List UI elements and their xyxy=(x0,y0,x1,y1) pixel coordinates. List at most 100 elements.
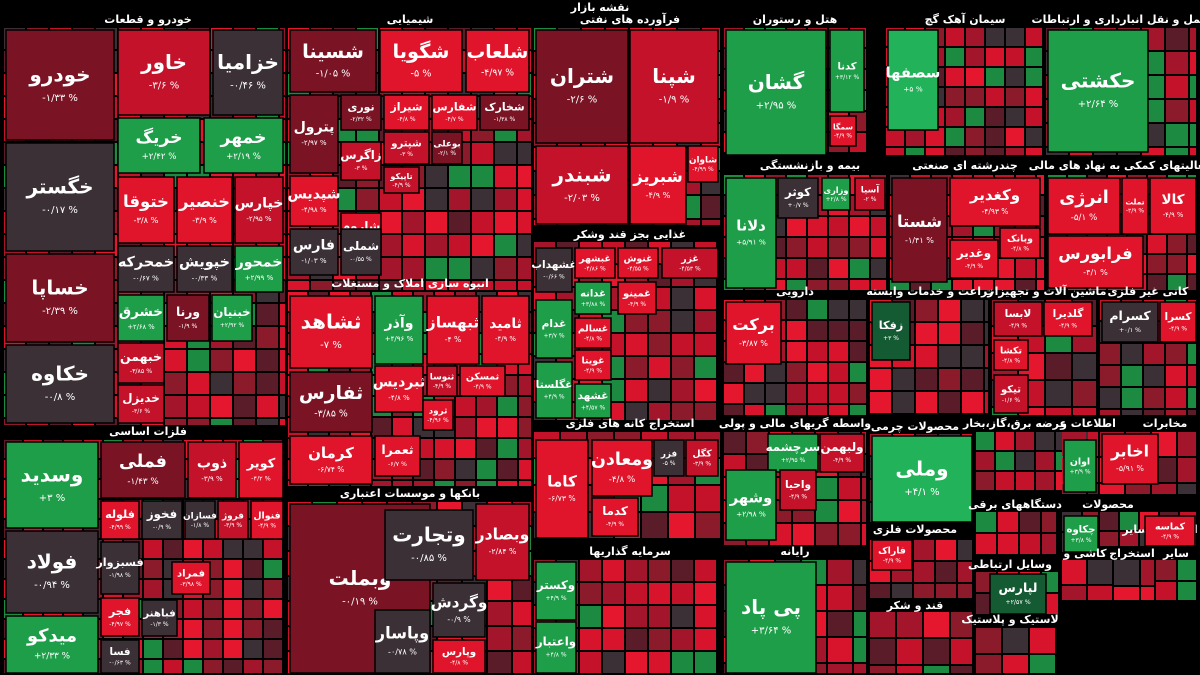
tile xyxy=(535,361,573,419)
tile-change: -۱/۸ % xyxy=(191,522,210,529)
filler-tile xyxy=(1122,410,1142,415)
sector-label: بیمه و بازنشستگی xyxy=(760,159,860,172)
sector-label: خودرو و قطعات xyxy=(104,13,191,26)
filler-tile xyxy=(672,606,693,627)
tile xyxy=(591,439,653,497)
filler-tile xyxy=(498,418,517,437)
tile-change: -۲/۳۲ % xyxy=(350,116,372,123)
tile-change: -۳/۹ % xyxy=(1126,207,1145,214)
tile xyxy=(117,117,201,174)
filler-tile xyxy=(951,612,972,637)
filler-tile xyxy=(1006,48,1024,66)
filler-tile xyxy=(695,403,716,420)
filler-tile xyxy=(603,652,624,673)
tile-name: پترول xyxy=(294,120,335,136)
filler-tile xyxy=(870,369,891,390)
filler-tile xyxy=(204,640,222,658)
filler-tile xyxy=(808,259,827,278)
filler-tile xyxy=(985,300,988,321)
tile-change: -۴/۹ % xyxy=(433,383,452,390)
sector-label: دستگاههای برقی xyxy=(968,498,1062,511)
filler-tile xyxy=(264,580,282,598)
tile-name: ذوب xyxy=(197,456,227,472)
tile-name: سصفها xyxy=(886,64,941,81)
tile-name: خبهمن xyxy=(120,349,162,364)
filler-tile xyxy=(649,311,670,332)
filler-tile xyxy=(976,534,996,554)
filler-tile xyxy=(626,560,647,581)
tile-name: غزر xyxy=(680,253,699,264)
filler-tile xyxy=(695,583,716,604)
filler-tile xyxy=(626,357,647,378)
tile-change: -۴/۸ % xyxy=(584,336,603,343)
filler-tile xyxy=(518,166,531,187)
tile-name: واحیا xyxy=(785,479,811,491)
tile-name: خودرو xyxy=(28,63,90,87)
tile xyxy=(479,94,530,131)
tile xyxy=(176,176,233,244)
filler-tile xyxy=(393,481,412,486)
filler-tile xyxy=(334,281,355,290)
filler-tile xyxy=(1100,344,1120,364)
tile xyxy=(187,441,237,499)
filler-tile xyxy=(870,392,891,413)
filler-tile xyxy=(839,524,860,545)
filler-tile xyxy=(603,583,624,604)
tile xyxy=(574,281,612,315)
filler-tile xyxy=(1100,532,1118,546)
tile-change: -۰/۳۳ % xyxy=(192,273,218,282)
filler-tile xyxy=(224,580,242,598)
filler-tile xyxy=(357,189,378,210)
filler-tile xyxy=(403,189,424,210)
tile xyxy=(141,599,178,637)
filler-tile xyxy=(435,481,454,486)
filler-tile xyxy=(870,639,895,664)
tile-change: -۱/۳۳ % xyxy=(42,93,78,104)
filler-tile xyxy=(626,583,647,604)
tile xyxy=(1144,515,1196,547)
filler-tile xyxy=(519,397,531,416)
tile-name: ثامید xyxy=(489,316,522,332)
filler-tile xyxy=(1046,381,1071,406)
filler-tile xyxy=(936,584,956,598)
tile-change: +۲/۳۳ % xyxy=(34,652,70,662)
tile xyxy=(374,295,424,365)
filler-tile xyxy=(1006,148,1024,155)
tile-change: -۴/۱ % xyxy=(1083,267,1108,277)
filler-tile xyxy=(828,638,852,662)
tile xyxy=(653,439,685,477)
filler-tile xyxy=(939,369,960,390)
filler-tile xyxy=(1019,408,1044,415)
tile-change: -۳ % xyxy=(400,151,413,158)
tile-name: وبانک xyxy=(1007,233,1033,244)
filler-tile xyxy=(456,397,475,416)
tile-change: -۴/۹۷ % xyxy=(109,621,131,628)
tile-change: +۴/۹۶ % xyxy=(385,334,414,343)
tile-name: پی پاد xyxy=(741,595,801,620)
tile xyxy=(383,131,430,165)
tile xyxy=(535,621,577,674)
filler-tile xyxy=(1026,148,1042,155)
tile-change: -۵/۱ % xyxy=(1071,213,1098,223)
filler-tile xyxy=(936,562,956,582)
filler-tile xyxy=(603,560,624,581)
filler-tile xyxy=(1016,452,1034,470)
filler-tile xyxy=(1016,472,1034,490)
filler-tile xyxy=(1122,388,1142,408)
tile-change: -۶/۷۳ % xyxy=(548,494,575,503)
sector-label: واسطه گریهای مالی و پولی xyxy=(719,417,871,430)
filler-tile xyxy=(808,363,827,382)
filler-tile xyxy=(1026,88,1042,106)
filler-tile xyxy=(702,196,720,218)
tile-change: -۴/۹ % xyxy=(1059,322,1078,329)
tile-change: -۵/۹۱ % xyxy=(1116,464,1144,473)
tile xyxy=(166,294,210,342)
filler-tile xyxy=(380,281,401,290)
filler-tile xyxy=(871,238,886,257)
tile xyxy=(203,117,284,174)
tile-change: -۲/۹۵ % xyxy=(246,214,272,223)
tile xyxy=(989,573,1047,615)
filler-tile xyxy=(264,560,282,578)
tile-change: +۰/۱ % xyxy=(1119,327,1141,334)
sector-label: قند و شکر xyxy=(886,599,944,612)
